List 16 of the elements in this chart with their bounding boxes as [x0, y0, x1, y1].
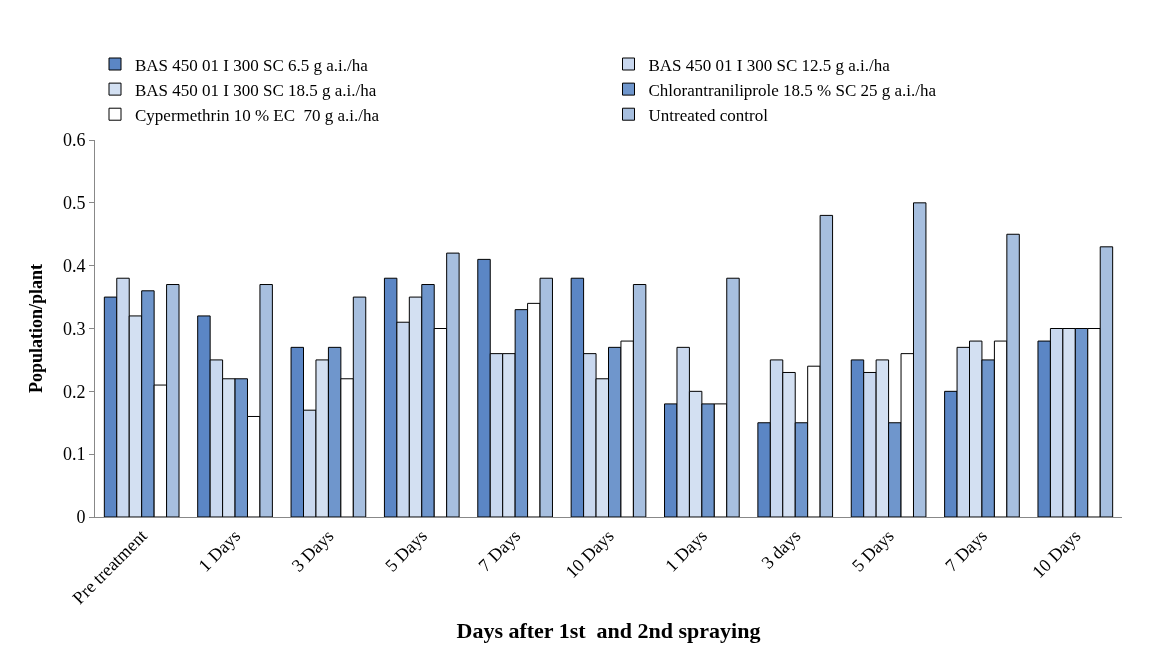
y-tick-label: 0 [76, 507, 86, 528]
legend-label: BAS 450 01 I 300 SC 6.5 g a.i./ha [135, 55, 369, 75]
legend-label: BAS 450 01 I 300 SC 12.5 g a.i./ha [648, 55, 891, 75]
x-axis-title: Days after 1st and 2nd spraying [456, 617, 761, 643]
x-tick-label: 3 days [757, 525, 805, 573]
y-tick-label: 0.5 [62, 193, 86, 214]
legend-label: BAS 450 01 I 300 SC 18.5 g a.i./ha [135, 80, 377, 100]
y-tick-label: 0.1 [62, 444, 86, 465]
legend-label: Cypermethrin 10 % EC 70 g a.i./ha [135, 105, 380, 125]
y-tick-label: 0.3 [62, 318, 86, 339]
y-tick-label: 0.4 [62, 255, 86, 276]
y-tick-label: 0.6 [62, 130, 86, 151]
legend-label: Chlorantraniliprole 18.5 % SC 25 g a.i./ha [648, 80, 937, 100]
y-axis-title: Population/plant [26, 263, 47, 394]
legend-label: Untreated control [648, 105, 769, 125]
y-tick-label: 0.2 [62, 381, 86, 402]
